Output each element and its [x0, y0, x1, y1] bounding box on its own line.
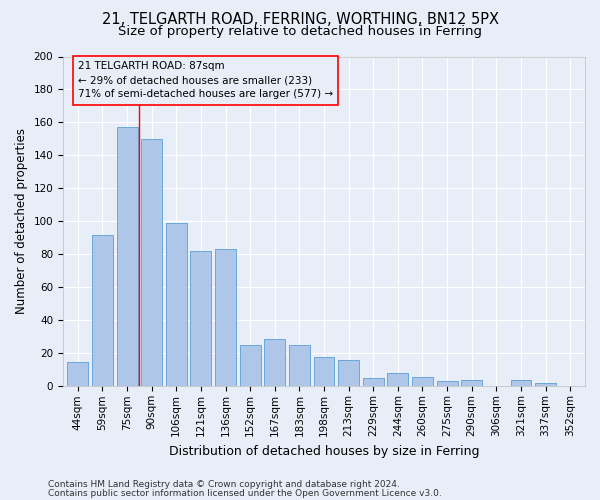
Bar: [363, 378, 384, 386]
Bar: [338, 360, 359, 386]
Bar: [67, 362, 88, 386]
Bar: [388, 373, 409, 386]
Bar: [190, 251, 211, 386]
Text: 21, TELGARTH ROAD, FERRING, WORTHING, BN12 5PX: 21, TELGARTH ROAD, FERRING, WORTHING, BN…: [101, 12, 499, 28]
Bar: [116, 128, 137, 386]
Bar: [141, 139, 162, 386]
Text: Size of property relative to detached houses in Ferring: Size of property relative to detached ho…: [118, 25, 482, 38]
Y-axis label: Number of detached properties: Number of detached properties: [15, 128, 28, 314]
Bar: [92, 234, 113, 386]
Bar: [239, 345, 260, 387]
Bar: [314, 356, 334, 386]
X-axis label: Distribution of detached houses by size in Ferring: Distribution of detached houses by size …: [169, 444, 479, 458]
Text: Contains HM Land Registry data © Crown copyright and database right 2024.: Contains HM Land Registry data © Crown c…: [48, 480, 400, 489]
Bar: [412, 376, 433, 386]
Bar: [437, 382, 458, 386]
Bar: [535, 383, 556, 386]
Bar: [166, 223, 187, 386]
Bar: [511, 380, 532, 386]
Text: 21 TELGARTH ROAD: 87sqm
← 29% of detached houses are smaller (233)
71% of semi-d: 21 TELGARTH ROAD: 87sqm ← 29% of detache…: [78, 62, 333, 100]
Bar: [461, 380, 482, 386]
Text: Contains public sector information licensed under the Open Government Licence v3: Contains public sector information licen…: [48, 488, 442, 498]
Bar: [289, 345, 310, 387]
Bar: [265, 338, 285, 386]
Bar: [215, 250, 236, 386]
